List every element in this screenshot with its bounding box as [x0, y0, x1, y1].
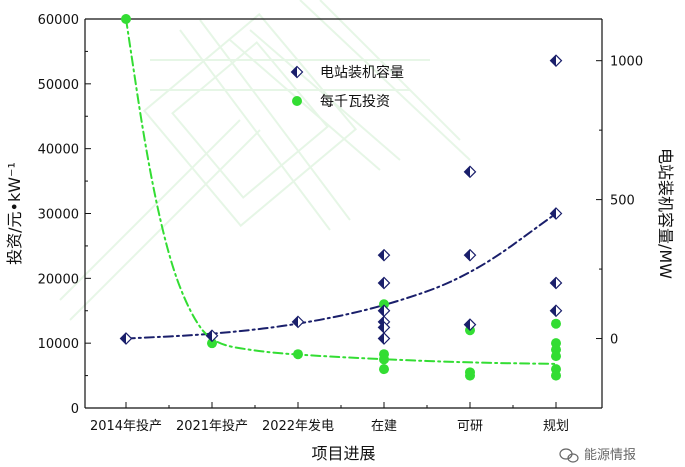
- diamond-fill-half: [378, 321, 384, 333]
- diamond-fill-half: [291, 66, 297, 78]
- investment-point: [379, 364, 389, 375]
- watermark-text: 能源情报: [584, 448, 636, 463]
- capacity-point: [291, 315, 305, 329]
- capacity-point: [549, 276, 563, 290]
- investment-point: [551, 351, 561, 362]
- investment-point: [551, 318, 561, 329]
- capacity-point: [463, 318, 477, 331]
- diamond-fill-half: [206, 330, 212, 342]
- capacity-point: [549, 207, 563, 220]
- axes: 0 10000 20000 30000 40000 50000 60000 0 500 1000 2…: [5, 13, 675, 463]
- investment-point: [465, 370, 475, 381]
- legend-marker-capacity: [290, 65, 304, 79]
- capacity-point: [377, 248, 391, 262]
- capacity-point: [205, 329, 219, 343]
- diamond-fill-half: [464, 319, 470, 331]
- capacity-point: [377, 332, 391, 345]
- legend-label-investment: 每千瓦投资: [320, 94, 390, 110]
- capacity-point: [463, 248, 477, 262]
- capacity-point: [549, 54, 563, 68]
- investment-point: [293, 349, 303, 360]
- x-tick-label: 2014年投产: [90, 418, 162, 434]
- investment-point: [379, 354, 389, 365]
- y-left-tick-label: 30000: [38, 208, 79, 223]
- diamond-fill-half: [292, 316, 298, 328]
- y-right-tick-label: 1000: [610, 55, 643, 70]
- capacity-point: [377, 276, 391, 290]
- watermark: 能源情报: [559, 448, 636, 463]
- diamond-fill-half: [550, 305, 556, 317]
- y-left-axis-title: 投资/元•kW⁻¹: [5, 162, 24, 265]
- x-tick-label: 可研: [457, 419, 483, 434]
- diamond-fill-half: [378, 249, 384, 261]
- x-tick-label: 在建: [371, 419, 397, 434]
- x-tick-label: 规划: [543, 419, 569, 434]
- y-right-tick-label: 0: [610, 333, 618, 348]
- y-left-tick-label: 0: [71, 402, 79, 417]
- diamond-fill-half: [550, 208, 556, 219]
- investment-point: [207, 338, 217, 349]
- diamond-fill-half: [378, 277, 384, 289]
- y-left-tick-label: 20000: [38, 272, 79, 287]
- trend-line-capacity: [125, 212, 557, 340]
- legend-label-capacity: 电站装机容量: [320, 64, 404, 81]
- y-left-tick-label: 50000: [38, 78, 79, 93]
- x-tick-label: 2022年发电: [262, 418, 334, 434]
- x-axis-title: 项目进展: [311, 444, 375, 463]
- capacity-point: [463, 165, 477, 179]
- capacity-point: [549, 304, 563, 318]
- diamond-fill-half: [464, 249, 470, 261]
- diamond-fill-half: [378, 333, 384, 345]
- diamond-fill-half: [120, 333, 126, 345]
- data-points: [119, 14, 563, 381]
- investment-point: [121, 14, 131, 24]
- diamond-fill-half: [550, 277, 556, 289]
- wechat-icon: [559, 448, 579, 463]
- y-right-axis-title: 电站装机容量/MW: [656, 148, 675, 279]
- diamond-fill-half: [550, 55, 556, 67]
- diamond-fill-half: [464, 166, 470, 178]
- y-left-tick-label: 60000: [38, 13, 79, 28]
- x-tick-label: 2021年投产: [176, 418, 248, 434]
- legend-marker-investment: [292, 96, 302, 106]
- y-left-tick-label: 10000: [38, 337, 79, 352]
- investment-point: [379, 299, 389, 310]
- capacity-point: [119, 332, 133, 345]
- investment-point: [551, 370, 561, 381]
- y-right-tick-label: 500: [610, 194, 635, 209]
- diamond-fill-half: [378, 305, 384, 317]
- y-left-tick-label: 40000: [38, 143, 79, 158]
- background-stamp-watermark: [59, 0, 471, 321]
